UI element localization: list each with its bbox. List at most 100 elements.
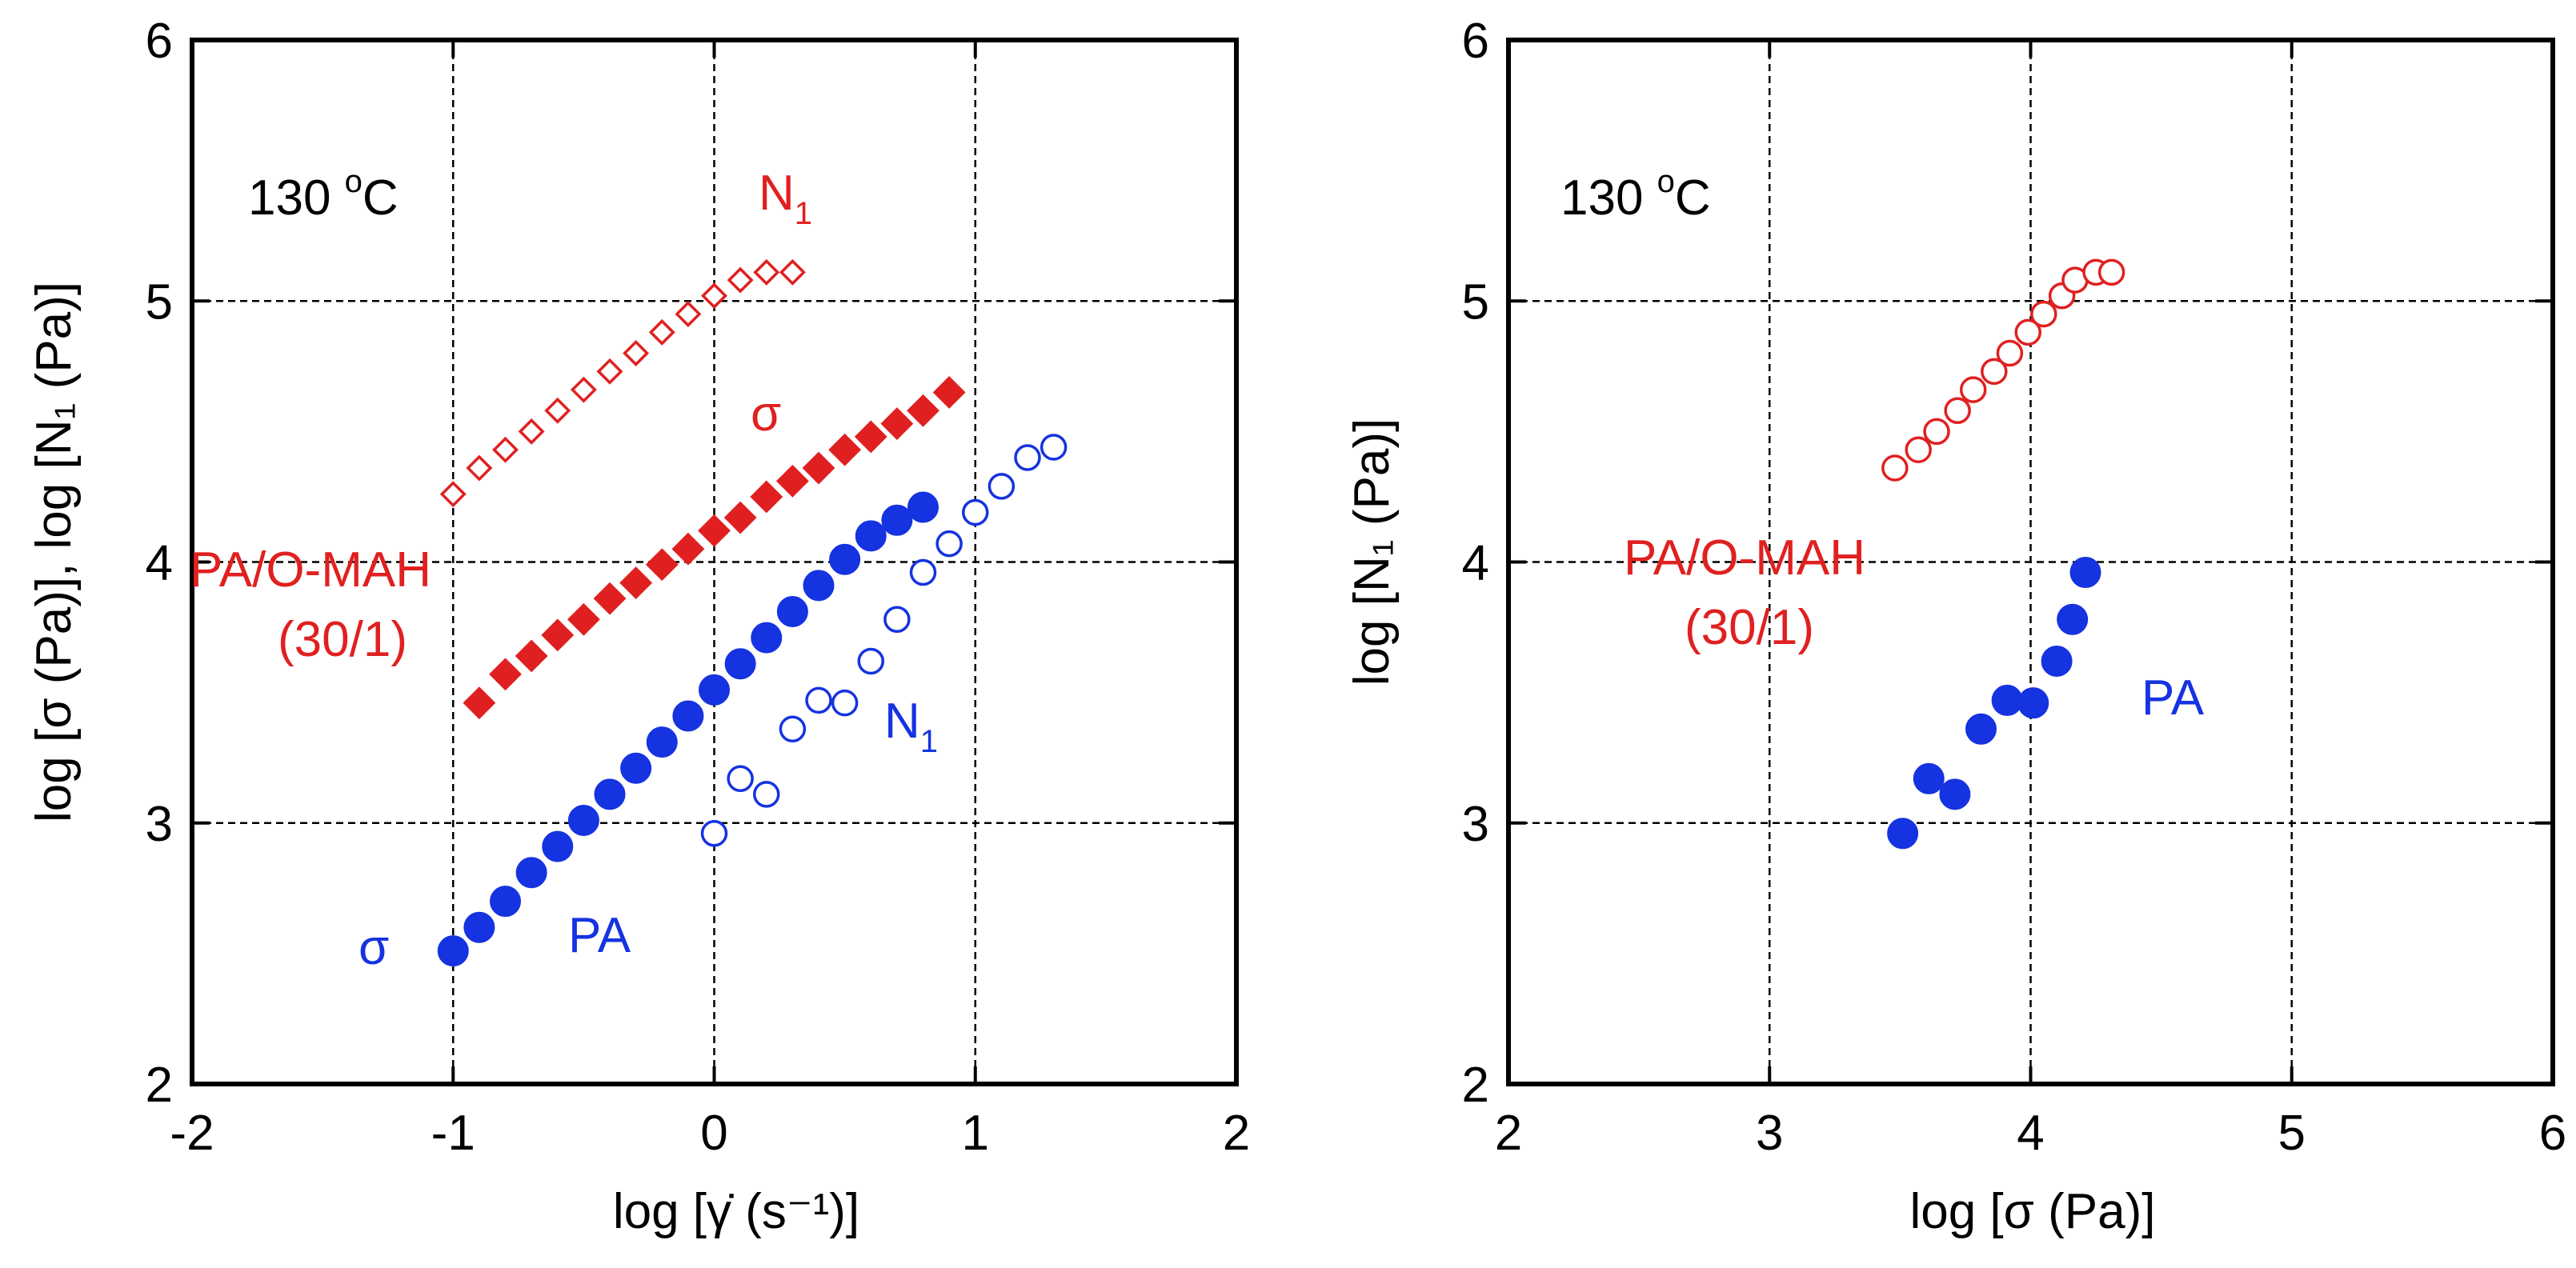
pa-mah-sigma-point [541, 618, 575, 652]
y-tick-label: 3 [1462, 797, 1489, 852]
pa-sigma-point [751, 622, 783, 654]
pa-mah-n1-point [596, 358, 623, 385]
pa-n1-point [883, 606, 911, 634]
pa-n1-point [1014, 444, 1041, 471]
pa-sigma-label: σ [359, 920, 389, 975]
pa-mah-n1-point [1959, 376, 1987, 403]
y-tick-label: 4 [1462, 536, 1489, 591]
pa-sigma-point [515, 857, 547, 889]
pa-sigma-point [542, 830, 574, 862]
pa-mah-sigma-point [567, 602, 600, 636]
x-tick-label: 6 [2539, 1106, 2566, 1161]
right-pa-label: PA [2141, 670, 2205, 726]
pa-mah-n1-point [779, 258, 806, 286]
pa-n1-point [935, 530, 963, 558]
pa-mah-n1-point [2030, 300, 2057, 328]
left-plot-frame [190, 38, 1239, 1086]
pa-mah-n1-point [1923, 418, 1950, 446]
y-tick-label: 5 [1462, 274, 1489, 330]
pa-mah-n1-point [2097, 258, 2125, 286]
pa-mah-sigma-point [932, 376, 966, 409]
pa-mah-sigma-point [750, 480, 783, 514]
pa-mah-n1-point [1944, 397, 1971, 425]
pa-mah-n1-point [2014, 318, 2041, 346]
x-tick-label: 0 [700, 1106, 727, 1161]
pa-sigma-point [594, 778, 626, 810]
right-pa-mah-label-line2: (30/1) [1685, 600, 1814, 655]
pa-mah-sigma-point [723, 501, 757, 534]
pa-mah-sigma-point [463, 686, 496, 720]
pa-sigma-point [620, 752, 652, 784]
pa-mah-n1-point [753, 258, 780, 286]
pa-n1-point [700, 820, 728, 847]
right-tick-labels: 2 3 4 5 6 2 3 4 5 6 [1462, 14, 2567, 1161]
pa-sigma-point [490, 886, 521, 918]
pa-mah-n1-point [1905, 436, 1932, 463]
y-tick-label: 5 [146, 274, 173, 330]
pa-n1-point [2041, 645, 2073, 677]
pa-n1-point [857, 647, 884, 675]
y-tick-label: 6 [1462, 14, 1489, 69]
pa-sigma-point [699, 674, 730, 706]
pa-mah-sigma-point [880, 407, 914, 441]
left-data-points [437, 258, 1068, 967]
pa-n1-point [779, 715, 807, 743]
pa-n1-point [1913, 762, 1945, 794]
right-data-points [1881, 258, 2125, 850]
pa-mah-n1-point [1981, 358, 2008, 386]
pa-mah-n1-point [1996, 339, 2024, 367]
pa-n1-point [2017, 687, 2049, 719]
pa-mah-sigma-point [907, 394, 939, 427]
left-y-axis-label: log [σ (Pa)], log [N₁ (Pa)] [26, 282, 82, 822]
right-pa-mah-label-line1: PA/O-MAH [1624, 530, 1865, 586]
left-temperature-label: 130 oC [248, 164, 399, 226]
pa-n1-point [1965, 713, 1997, 745]
pa-mah-sigma-point [775, 464, 809, 498]
y-tick-label: 2 [146, 1058, 173, 1113]
pa-mah-sigma-point [489, 658, 522, 691]
pa-n1-point [831, 689, 859, 717]
pa-mah-sigma-point [854, 420, 887, 454]
pa-mah-label-line1: PA/O-MAH [190, 542, 431, 598]
x-tick-label: -1 [431, 1106, 475, 1161]
right-plot-frame [1506, 38, 2555, 1086]
pa-n1-point [909, 558, 937, 586]
x-tick-label: 3 [1756, 1106, 1783, 1161]
x-tick-label: 5 [2278, 1106, 2306, 1161]
pa-mah-sigma-point [619, 566, 653, 600]
x-tick-label: 2 [1223, 1106, 1250, 1161]
right-temperature-label: 130 oC [1560, 164, 1711, 226]
pa-mah-label-line2: (30/1) [278, 612, 407, 667]
pa-mah-n1-point [623, 340, 650, 366]
pa-mah-n1-point [727, 266, 754, 294]
pa-mah-n1-label: N1 [759, 166, 812, 231]
pa-sigma-point [803, 570, 835, 602]
pa-mah-sigma-point [828, 433, 862, 466]
pa-mah-n1-point [570, 376, 597, 403]
pa-sigma-point [463, 911, 495, 943]
y-tick-label: 4 [146, 536, 173, 591]
pa-mah-sigma-point [698, 514, 731, 547]
pa-n1-point [727, 765, 754, 793]
pa-n1-point [1939, 778, 1971, 810]
right-chart: 2 3 4 5 6 2 3 4 5 6 log [σ (Pa)] log [N₁ (Pa)] 13… [1344, 14, 2566, 1239]
pa-n1-point [2057, 603, 2089, 635]
y-tick-label: 6 [146, 14, 173, 69]
pa-mah-sigma-point [671, 532, 705, 566]
pa-sigma-point [724, 648, 756, 680]
pa-sigma-point [855, 520, 887, 552]
pa-mah-n1-point [648, 318, 675, 346]
x-tick-label: -2 [170, 1106, 214, 1161]
pa-mah-sigma-point [645, 548, 679, 582]
pa-sigma-point [646, 726, 678, 758]
pa-n1-point [988, 473, 1016, 500]
pa-sigma-point [437, 935, 469, 967]
pa-n1-point [2069, 557, 2101, 589]
pa-mah-n1-point [675, 301, 702, 328]
pa-mah-sigma-label: σ [751, 386, 781, 442]
pa-mah-n1-point [439, 481, 467, 508]
right-y-axis-label: log [N₁ (Pa)] [1344, 418, 1400, 686]
right-x-axis-label: log [σ (Pa)] [1909, 1184, 2155, 1239]
pa-sigma-point [776, 595, 808, 627]
pa-n1-point [1991, 684, 2023, 716]
